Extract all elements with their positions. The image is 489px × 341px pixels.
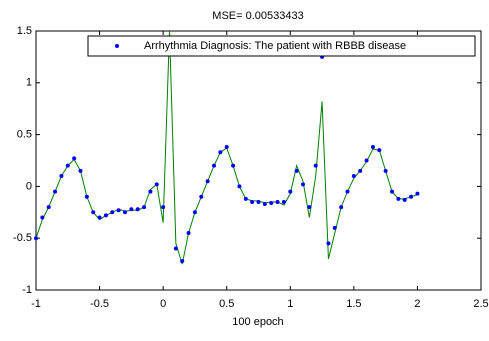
x-tick-label: 2 bbox=[414, 298, 420, 310]
data-point bbox=[192, 210, 197, 215]
y-tick-label: -0.5 bbox=[13, 232, 32, 244]
x-tick-label: 1.5 bbox=[346, 298, 361, 310]
data-point bbox=[154, 182, 159, 187]
data-point bbox=[269, 200, 274, 205]
data-point bbox=[339, 205, 344, 210]
y-tick-label: 1.5 bbox=[17, 25, 32, 37]
chart-title: MSE= 0.00533433 bbox=[212, 10, 303, 22]
x-tick-label: 1 bbox=[287, 298, 293, 310]
data-point bbox=[129, 207, 134, 212]
data-point bbox=[409, 194, 414, 199]
legend-marker bbox=[115, 44, 119, 48]
data-point bbox=[53, 189, 58, 194]
data-point bbox=[231, 163, 236, 168]
x-tick-label: 0.5 bbox=[219, 298, 234, 310]
data-point bbox=[84, 194, 89, 199]
data-point bbox=[243, 196, 248, 201]
data-point bbox=[161, 205, 166, 210]
data-point bbox=[116, 208, 121, 213]
data-point bbox=[59, 174, 64, 179]
data-point bbox=[262, 202, 267, 207]
data-point bbox=[40, 215, 45, 220]
data-point bbox=[256, 199, 261, 204]
data-point bbox=[135, 207, 140, 212]
y-tick-label: -1 bbox=[22, 284, 32, 296]
data-point bbox=[383, 168, 388, 173]
data-point bbox=[351, 174, 356, 179]
data-point bbox=[205, 179, 210, 184]
x-tick-label: 2.5 bbox=[473, 298, 488, 310]
plot-area bbox=[35, 30, 482, 291]
data-point bbox=[123, 210, 127, 215]
data-point bbox=[402, 197, 407, 202]
data-point bbox=[142, 205, 147, 210]
data-point bbox=[250, 199, 255, 204]
x-tick-label: -1 bbox=[31, 298, 41, 310]
data-point bbox=[186, 231, 191, 236]
legend-label: Arrhythmia Diagnosis: The patient with R… bbox=[144, 40, 406, 52]
data-point bbox=[218, 150, 223, 155]
data-point bbox=[237, 184, 242, 189]
data-point bbox=[364, 158, 369, 163]
data-point bbox=[180, 258, 185, 263]
data-point bbox=[313, 163, 318, 168]
data-point bbox=[281, 199, 286, 204]
data-point bbox=[390, 189, 394, 194]
data-point bbox=[110, 210, 115, 215]
data-point bbox=[173, 246, 178, 251]
x-tick-label: -0.5 bbox=[90, 298, 109, 310]
data-point bbox=[358, 168, 363, 173]
data-point bbox=[148, 189, 153, 194]
data-point bbox=[307, 205, 312, 210]
data-point bbox=[396, 196, 401, 201]
data-point bbox=[65, 163, 70, 168]
data-point bbox=[212, 163, 216, 168]
data-point bbox=[78, 168, 83, 173]
data-point bbox=[275, 199, 280, 204]
data-point bbox=[332, 225, 337, 230]
data-point bbox=[377, 148, 382, 153]
data-point bbox=[301, 182, 305, 187]
data-point bbox=[46, 205, 51, 210]
y-tick-label: 1 bbox=[26, 77, 32, 89]
y-tick-label: 0 bbox=[26, 180, 32, 192]
data-point bbox=[288, 189, 293, 194]
legend bbox=[87, 35, 476, 57]
data-point bbox=[326, 241, 331, 246]
data-point bbox=[72, 156, 77, 161]
y-tick-label: 0.5 bbox=[17, 129, 32, 141]
x-tick-label: 0 bbox=[160, 298, 166, 310]
data-point bbox=[415, 191, 420, 196]
data-point bbox=[370, 145, 375, 150]
data-point bbox=[97, 215, 102, 220]
data-point bbox=[345, 189, 350, 194]
data-point bbox=[103, 213, 108, 218]
data-point bbox=[199, 194, 204, 199]
data-point bbox=[294, 168, 299, 173]
data-point bbox=[224, 145, 229, 150]
x-axis-label: 100 epoch bbox=[232, 316, 283, 328]
data-point bbox=[34, 236, 38, 241]
data-point bbox=[91, 210, 96, 215]
